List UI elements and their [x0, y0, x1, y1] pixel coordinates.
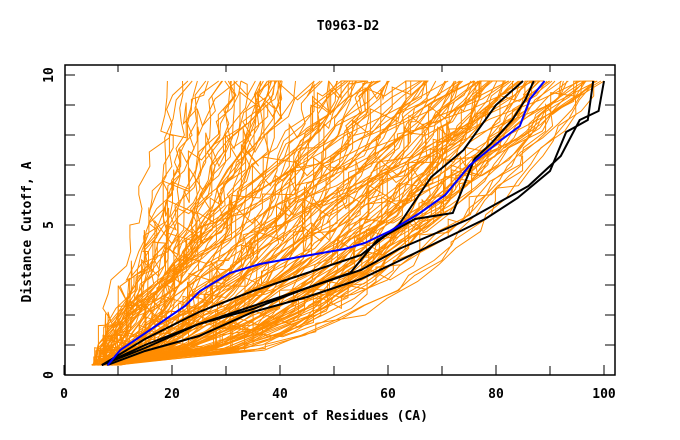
model-curve: [95, 80, 189, 366]
model-curve: [94, 80, 357, 366]
reference-curve-black-3: [101, 80, 605, 367]
x-axis-label: Percent of Residues (CA): [240, 409, 428, 424]
y-tick-label: 5: [42, 221, 57, 229]
model-curve: [94, 80, 351, 366]
background-model-curves: [91, 79, 605, 366]
model-curve: [99, 80, 423, 366]
model-curve: [96, 80, 276, 366]
model-curve: [103, 80, 283, 366]
y-tick-label: 0: [42, 371, 57, 379]
x-tick-label: 40: [272, 387, 288, 402]
model-curve: [91, 80, 283, 366]
model-curve: [95, 80, 421, 366]
model-curve: [121, 80, 581, 366]
model-curve: [102, 80, 338, 366]
model-curve: [114, 80, 330, 366]
model-curve: [99, 80, 272, 366]
y-axis: 0 5 10: [42, 67, 615, 379]
chart-title: T0963-D2: [317, 19, 380, 34]
reference-curves: [101, 80, 605, 367]
model-curve: [116, 80, 427, 366]
model-curve: [103, 80, 479, 366]
model-curve: [106, 80, 457, 366]
model-curve: [112, 80, 595, 366]
model-curve: [98, 80, 509, 366]
x-tick-label: 60: [380, 387, 396, 402]
model-curve: [104, 80, 472, 366]
reference-curve-black-4: [106, 80, 595, 367]
model-curve: [105, 80, 278, 366]
model-curve: [102, 80, 224, 366]
highlight-curve-line: [106, 80, 546, 366]
model-curve: [98, 80, 534, 366]
model-curve: [116, 80, 544, 366]
y-axis-label: Distance Cutoff, A: [20, 161, 35, 302]
model-curve: [112, 80, 587, 366]
model-curve: [102, 80, 193, 366]
model-curve: [106, 80, 388, 366]
model-curve: [115, 80, 504, 366]
model-curve: [111, 80, 586, 366]
model-curve: [98, 80, 562, 366]
x-tick-label: 0: [60, 387, 68, 402]
y-tick-label: 10: [42, 67, 57, 83]
model-curve: [93, 80, 407, 366]
x-axis: 0 20 40 60 80 100: [60, 65, 616, 402]
model-curve: [113, 80, 349, 366]
model-curve: [93, 80, 420, 366]
model-curve: [102, 80, 587, 366]
plot-frame: [64, 64, 616, 376]
x-tick-label: 80: [488, 387, 504, 402]
model-curve: [99, 80, 321, 366]
model-curve: [94, 80, 596, 366]
model-curve: [92, 80, 568, 366]
model-curve: [100, 80, 482, 366]
model-curve: [102, 80, 381, 366]
model-curve: [109, 80, 537, 366]
x-tick-label: 100: [592, 387, 616, 402]
model-curve: [101, 80, 272, 366]
model-curve: [98, 80, 262, 366]
model-curve: [108, 80, 236, 366]
x-tick-label: 20: [164, 387, 180, 402]
model-curve: [93, 80, 273, 366]
model-curve: [103, 80, 522, 366]
model-curve: [102, 80, 381, 366]
model-curve: [97, 80, 578, 366]
highlight-curve: [106, 80, 546, 366]
model-curve: [103, 80, 474, 366]
model-curve: [112, 80, 198, 366]
model-curve: [104, 80, 347, 366]
model-curve: [104, 80, 234, 366]
reference-curve-black-1: [101, 80, 524, 366]
